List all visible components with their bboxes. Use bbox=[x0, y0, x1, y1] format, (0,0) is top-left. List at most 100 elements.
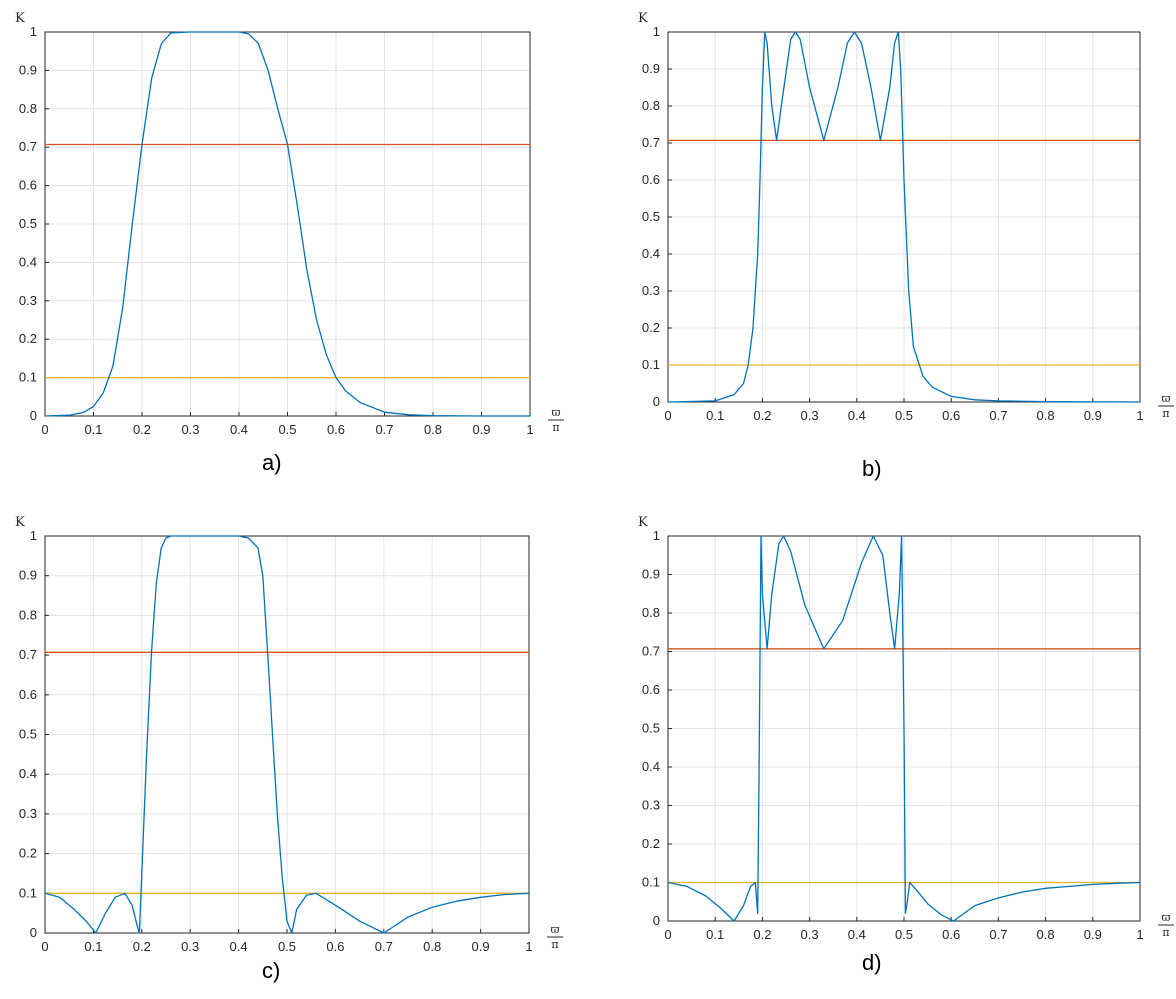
x-tick-label: 0.6 bbox=[942, 408, 960, 423]
x-tick-label: 0.7 bbox=[375, 939, 393, 954]
x-axis-label-numerator: ϖ bbox=[551, 923, 560, 936]
caption-a: a) bbox=[262, 450, 282, 475]
y-tick-label: 0.3 bbox=[19, 293, 37, 308]
y-tick-label: 0.2 bbox=[19, 846, 37, 861]
y-tick-label: 0.6 bbox=[642, 172, 660, 187]
chart-c: 0 0.1 0.2 0.3 0.4 0.5 0.6 0.7 0.8 0.9 1 0 0.1 0.2 0.3 0… bbox=[15, 515, 563, 954]
x-tick-label: 0.4 bbox=[230, 422, 248, 437]
x-tick-label: 0.6 bbox=[326, 939, 344, 954]
x-tick-label: 0.1 bbox=[84, 939, 102, 954]
series-line-0 bbox=[44, 31, 530, 417]
y-tick-label: 0.1 bbox=[19, 370, 37, 385]
y-tick-label: 0.5 bbox=[642, 209, 660, 224]
x-tick-label: 0.7 bbox=[989, 927, 1007, 942]
x-tick-label: 0 bbox=[41, 939, 48, 954]
y-tick-label: 0.7 bbox=[642, 135, 660, 150]
x-tick-label: 0.4 bbox=[230, 939, 248, 954]
chart-a: 0 0.1 0.2 0.3 0.4 0.5 0.6 0.7 0.8 0.9 1 0 0.1 0.2 0.3 0… bbox=[15, 11, 564, 437]
y-tick-label: 0.4 bbox=[19, 254, 37, 269]
y-tick-label: 0.4 bbox=[642, 246, 660, 261]
y-tick-label: 0 bbox=[30, 408, 37, 423]
y-tick-label: 0.8 bbox=[642, 98, 660, 113]
y-tick-label: 0.7 bbox=[19, 647, 37, 662]
chart-panel-c: 0 0.1 0.2 0.3 0.4 0.5 0.6 0.7 0.8 0.9 1 0 0.1 0.2 0.3 0… bbox=[0, 510, 580, 965]
x-tick-label: 1 bbox=[526, 422, 533, 437]
y-tick-label: 0.8 bbox=[642, 605, 660, 620]
y-tick-label: 1 bbox=[653, 528, 660, 543]
x-tick-label: 0.3 bbox=[181, 422, 199, 437]
x-tick-label: 0.7 bbox=[989, 408, 1007, 423]
y-tick-label: 0 bbox=[653, 913, 660, 928]
chart-d: 0 0.1 0.2 0.3 0.4 0.5 0.6 0.7 0.8 0.9 1 0 0.1 0.2 0.3 0… bbox=[638, 515, 1174, 942]
y-tick-label: 0.6 bbox=[19, 178, 37, 193]
chart-panel-d: 0 0.1 0.2 0.3 0.4 0.5 0.6 0.7 0.8 0.9 1 0 0.1 0.2 0.3 0… bbox=[620, 510, 1176, 965]
x-tick-label: 0.9 bbox=[472, 422, 490, 437]
x-tick-label: 0.9 bbox=[1084, 927, 1102, 942]
y-tick-label: 0 bbox=[653, 394, 660, 409]
x-tick-label: 0.9 bbox=[472, 939, 490, 954]
caption-c: c) bbox=[262, 958, 281, 983]
y-tick-label: 0.2 bbox=[642, 320, 660, 335]
x-tick-label: 0.5 bbox=[895, 927, 913, 942]
x-tick-label: 0 bbox=[41, 422, 48, 437]
y-tick-label: 0.1 bbox=[642, 875, 660, 890]
x-axis-label-denominator: π bbox=[552, 421, 559, 434]
y-tick-label: 0.2 bbox=[19, 331, 37, 346]
y-tick-label: 0.8 bbox=[19, 607, 37, 622]
y-tick-label: 0.3 bbox=[19, 806, 37, 821]
x-axis-label-denominator: π bbox=[551, 938, 558, 951]
x-tick-label: 0 bbox=[664, 927, 671, 942]
y-tick-label: 0.2 bbox=[642, 836, 660, 851]
x-tick-label: 0.8 bbox=[423, 939, 441, 954]
x-tick-label: 0.3 bbox=[801, 408, 819, 423]
y-axis-label: K bbox=[15, 11, 25, 26]
x-tick-label: 0.1 bbox=[84, 422, 102, 437]
y-tick-label: 0.7 bbox=[19, 139, 37, 154]
x-tick-label: 0.2 bbox=[133, 422, 151, 437]
chart-b: 0 0.1 0.2 0.3 0.4 0.5 0.6 0.7 0.8 0.9 1 0 0.1 0.2 0.3 0… bbox=[638, 11, 1174, 423]
series-line-0 bbox=[667, 535, 1141, 922]
y-tick-label: 0.9 bbox=[642, 61, 660, 76]
y-tick-label: 0.3 bbox=[642, 798, 660, 813]
y-tick-label: 0 bbox=[30, 925, 37, 940]
x-tick-label: 0.7 bbox=[375, 422, 393, 437]
y-tick-label: 0.9 bbox=[642, 567, 660, 582]
series-line-0 bbox=[44, 535, 530, 934]
y-tick-label: 1 bbox=[653, 24, 660, 39]
x-tick-label: 0.8 bbox=[1037, 408, 1055, 423]
y-tick-label: 0.8 bbox=[19, 101, 37, 116]
chart-panel-a: 0 0.1 0.2 0.3 0.4 0.5 0.6 0.7 0.8 0.9 1 0 0.1 0.2 0.3 0… bbox=[0, 0, 580, 440]
x-axis-label-denominator: π bbox=[1162, 407, 1169, 420]
y-tick-label: 0.1 bbox=[19, 885, 37, 900]
x-tick-label: 0.1 bbox=[706, 927, 724, 942]
y-tick-label: 0.4 bbox=[19, 766, 37, 781]
x-tick-label: 0.2 bbox=[753, 408, 771, 423]
x-tick-label: 1 bbox=[525, 939, 532, 954]
y-axis-label: K bbox=[638, 515, 648, 530]
x-tick-label: 0.3 bbox=[801, 927, 819, 942]
x-tick-label: 0.2 bbox=[753, 927, 771, 942]
y-axis-label: K bbox=[15, 515, 25, 530]
x-tick-label: 1 bbox=[1136, 408, 1143, 423]
x-axis-label-denominator: π bbox=[1162, 926, 1169, 939]
y-axis-label: K bbox=[638, 11, 648, 26]
y-tick-label: 0.4 bbox=[642, 759, 660, 774]
x-tick-label: 1 bbox=[1136, 927, 1143, 942]
x-tick-label: 0.5 bbox=[895, 408, 913, 423]
x-tick-label: 0.8 bbox=[1037, 927, 1055, 942]
series-line-0 bbox=[667, 31, 1141, 403]
y-tick-label: 0.5 bbox=[19, 727, 37, 742]
chart-panel-b: 0 0.1 0.2 0.3 0.4 0.5 0.6 0.7 0.8 0.9 1 0 0.1 0.2 0.3 0… bbox=[620, 0, 1176, 440]
y-tick-label: 0.6 bbox=[19, 687, 37, 702]
y-tick-label: 0.5 bbox=[19, 216, 37, 231]
x-tick-label: 0.4 bbox=[848, 927, 866, 942]
x-tick-label: 0.4 bbox=[848, 408, 866, 423]
x-tick-label: 0.6 bbox=[327, 422, 345, 437]
x-tick-label: 0.9 bbox=[1084, 408, 1102, 423]
y-tick-label: 0.5 bbox=[642, 721, 660, 736]
caption-b: b) bbox=[862, 456, 882, 481]
x-tick-label: 0.1 bbox=[706, 408, 724, 423]
y-tick-label: 0.6 bbox=[642, 682, 660, 697]
y-tick-label: 0.3 bbox=[642, 283, 660, 298]
x-tick-label: 0 bbox=[664, 408, 671, 423]
